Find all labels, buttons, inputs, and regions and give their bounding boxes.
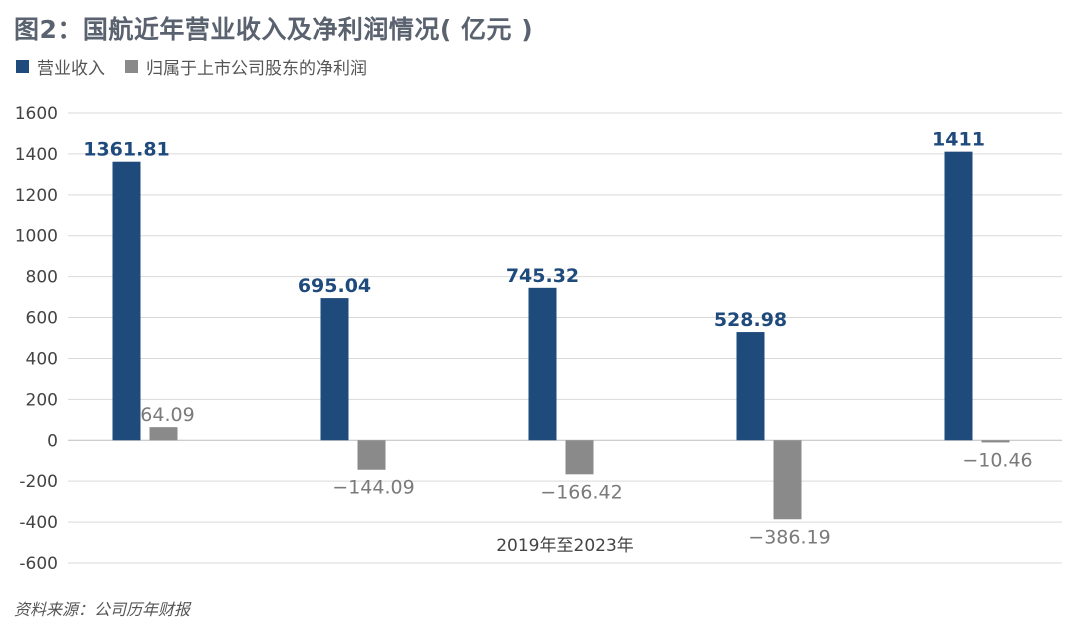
net-profit-data-label: −144.09 [332,477,414,499]
legend-swatch-net-profit [125,60,138,73]
y-tick-label: 0 [47,431,58,451]
y-tick-label: -400 [19,513,58,533]
revenue-bar [944,151,973,441]
net-profit-data-label: 64.09 [140,404,194,426]
net-profit-bar [773,440,802,520]
legend-label-net-profit: 归属于上市公司股东的净利润 [146,59,367,79]
x-axis-label: 2019年至2023年 [496,536,634,556]
revenue-data-label: 695.04 [298,275,371,297]
revenue-data-label: 745.32 [506,265,579,287]
net-profit-data-label: −166.42 [540,481,622,503]
net-profit-data-label: −10.46 [962,449,1032,471]
net-profit-bar [149,427,178,441]
y-tick-label: 200 [26,390,58,410]
revenue-bar [528,287,557,441]
net-profit-bar [981,440,1010,443]
y-tick-label: -200 [19,472,58,492]
revenue-data-label: 528.98 [714,309,787,331]
revenue-data-label: 1361.81 [83,139,170,161]
legend-label-revenue: 营业收入 [37,59,105,79]
legend: 营业收入 归属于上市公司股东的净利润 [16,54,367,79]
net-profit-data-label: −386.19 [748,526,830,548]
net-profit-bar [357,440,386,470]
source-note: 资料来源：公司历年财报 [14,600,191,619]
y-tick-label: 1400 [15,145,58,165]
revenue-bar [736,332,765,441]
chart-title: 图2：国航近年营业收入及净利润情况( 亿元 ) [14,15,534,44]
y-tick-label: 1200 [15,186,58,206]
revenue-bar [320,298,349,441]
y-tick-label: 400 [26,349,58,369]
y-tick-label: 1600 [15,104,58,124]
legend-item-net-profit: 归属于上市公司股东的净利润 [125,54,367,79]
net-profit-bar [565,440,594,475]
y-tick-label: -600 [19,554,58,574]
y-tick-label: 600 [26,309,58,329]
legend-item-revenue: 营业收入 [16,54,105,79]
y-tick-label: 1000 [15,227,58,247]
revenue-data-label: 1411 [932,129,985,151]
revenue-bar [112,161,141,441]
y-tick-label: 800 [26,268,58,288]
legend-swatch-revenue [16,60,29,73]
